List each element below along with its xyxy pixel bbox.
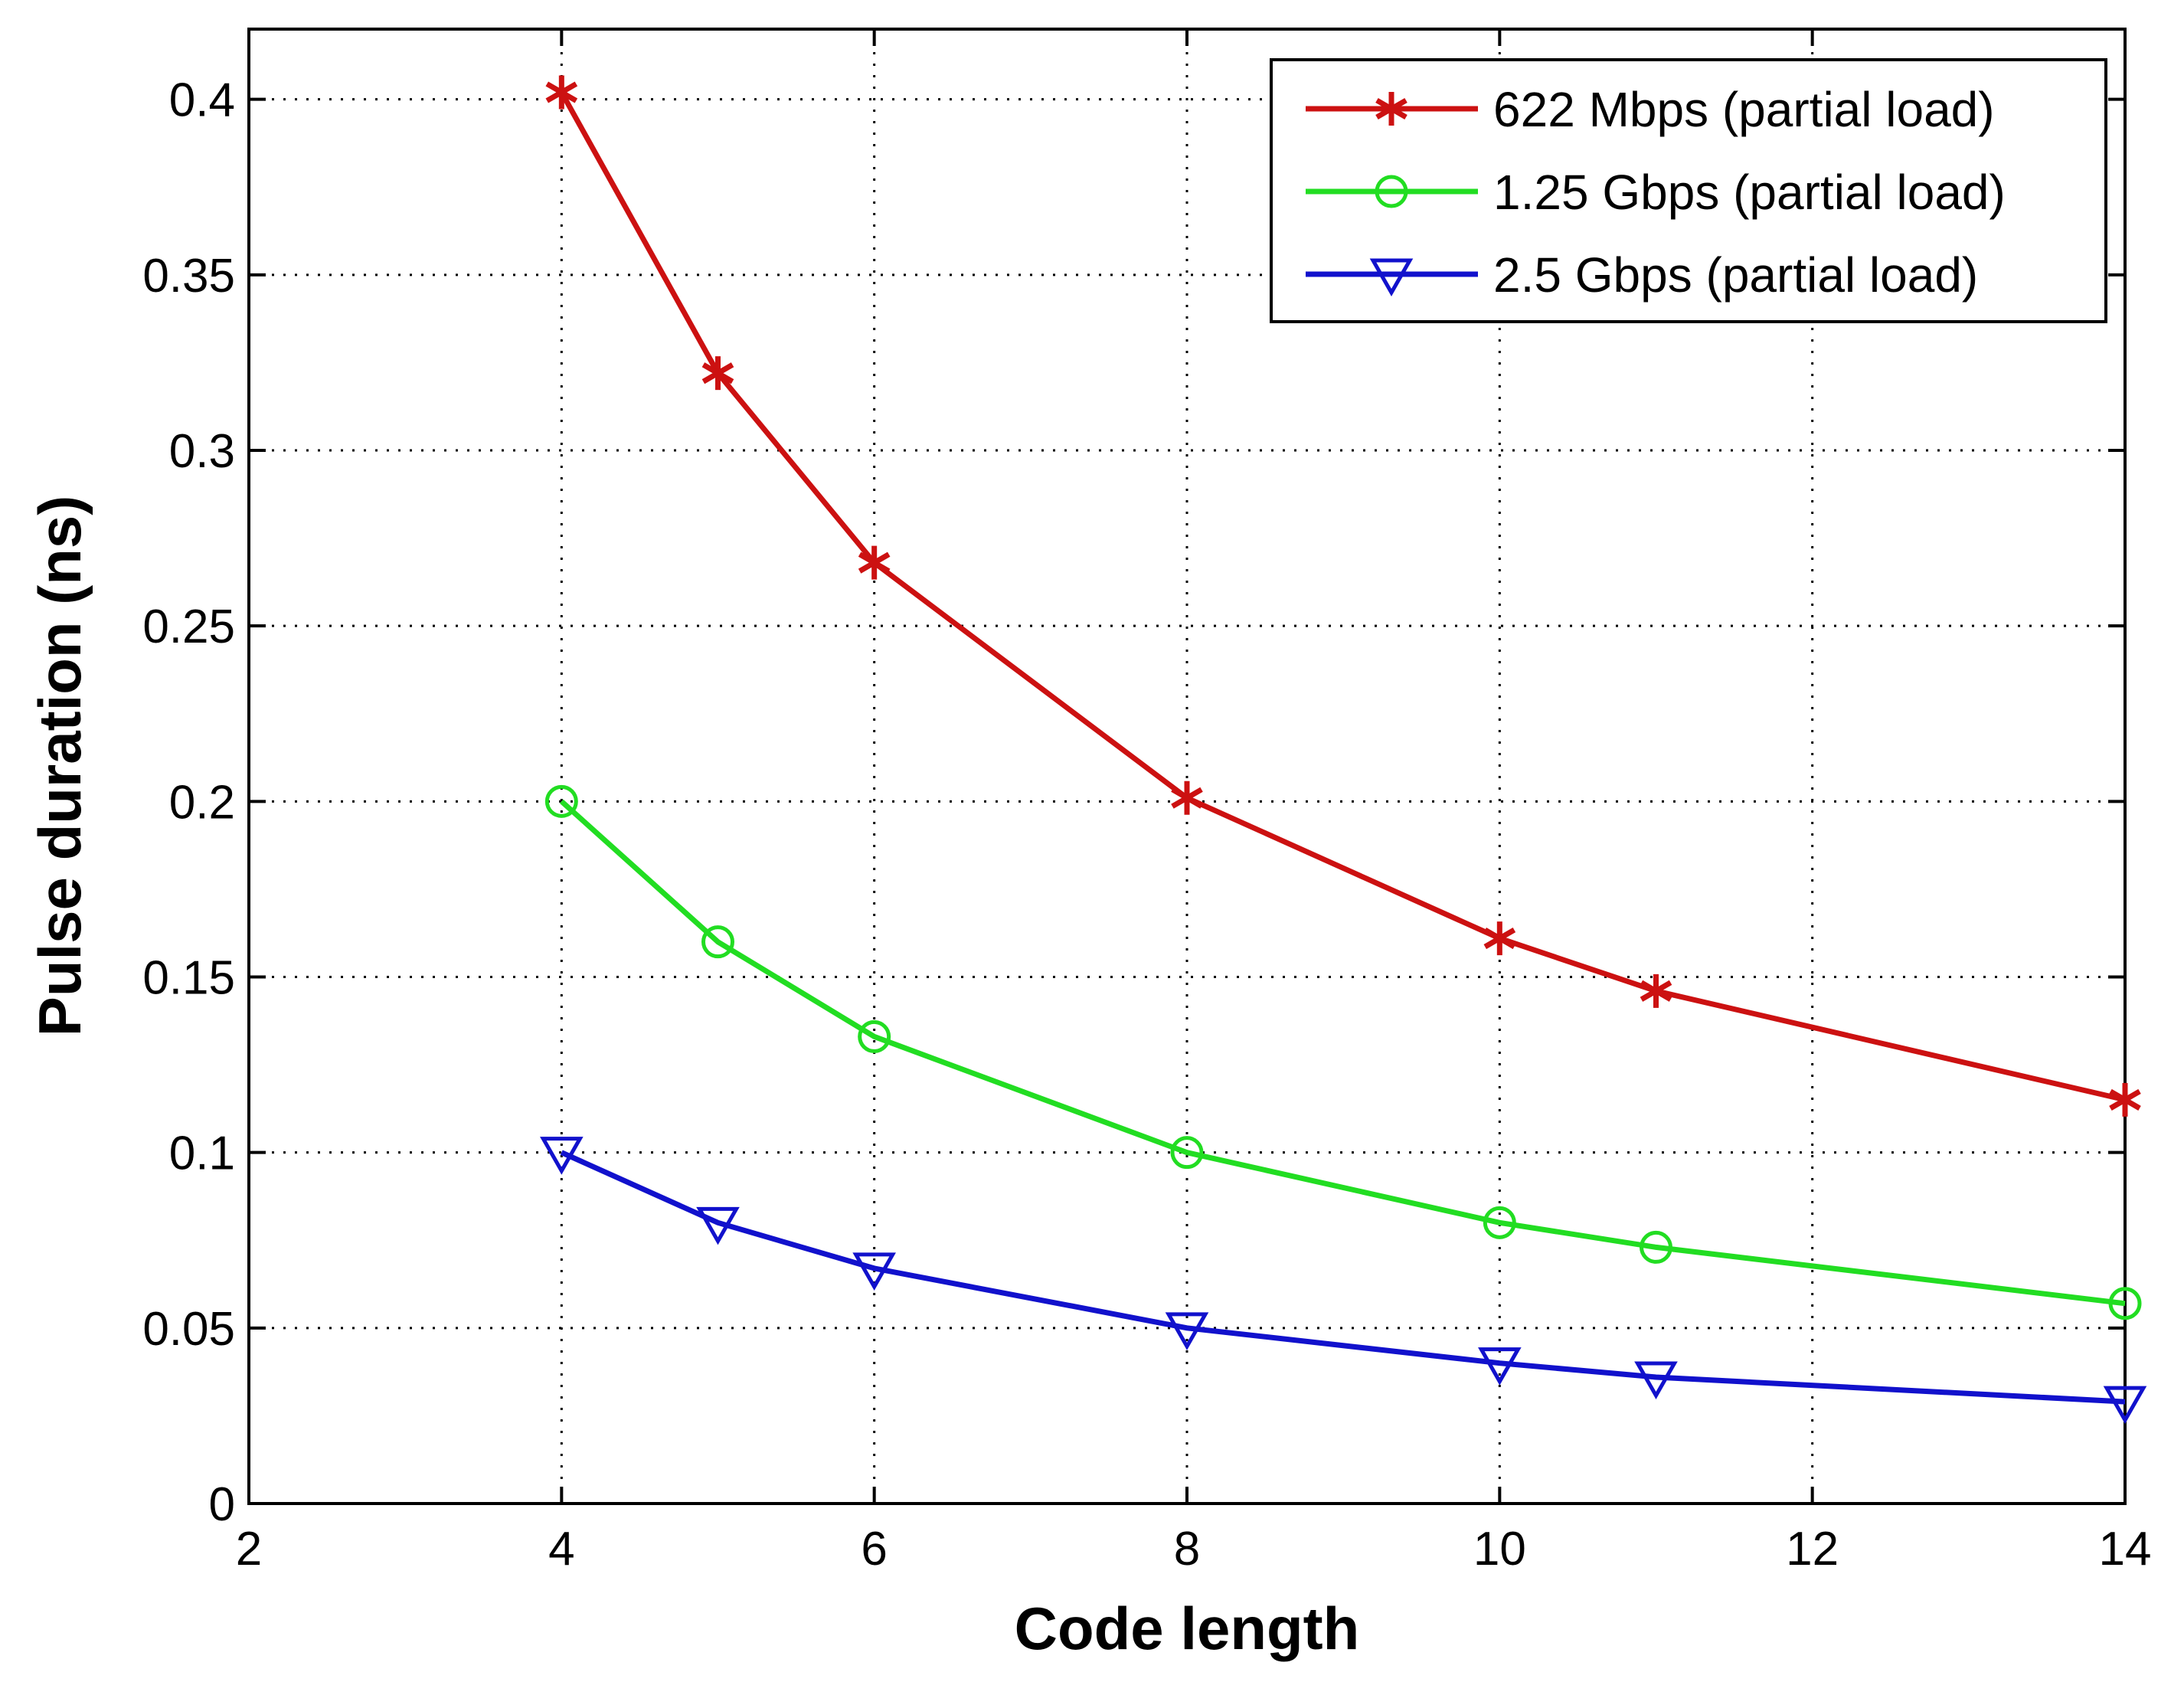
legend-label: 1.25 Gbps (partial load)	[1493, 165, 2006, 220]
legend-swatch-marker	[1375, 175, 1408, 208]
y-tick-label: 0.35	[142, 250, 235, 303]
data-point	[858, 1019, 891, 1053]
data-point	[1165, 1312, 1209, 1350]
data-point	[1640, 1230, 1672, 1264]
data-point	[545, 75, 578, 110]
x-tick-label: 12	[1786, 1523, 1839, 1576]
data-point	[1478, 1347, 1522, 1386]
data-point	[1170, 1136, 1204, 1170]
data-point	[544, 784, 578, 818]
y-tick-label: 0.4	[169, 74, 235, 127]
x-tick-label: 2	[236, 1523, 262, 1576]
y-tick-label: 0.05	[142, 1303, 235, 1356]
data-point	[2108, 1287, 2142, 1320]
y-axis-title: Pulse duration (ns)	[26, 496, 93, 1036]
data-point	[1171, 780, 1203, 815]
data-point	[540, 1137, 584, 1175]
series-3	[540, 1137, 2147, 1425]
data-series	[540, 75, 2147, 1425]
y-tick-label: 0.3	[169, 425, 235, 478]
series-line	[559, 799, 2126, 1307]
data-point	[1634, 1361, 1678, 1400]
data-point	[1483, 921, 1516, 956]
grid-lines	[249, 29, 2125, 1504]
legend-swatch-marker	[1369, 258, 1414, 297]
data-point	[1640, 974, 1672, 1008]
x-tick-label: 6	[861, 1523, 887, 1576]
y-tick-label: 0.2	[169, 776, 235, 829]
legend: 622 Mbps (partial load) 1.25 Gbps (partia…	[1270, 58, 2107, 323]
legend-label: 2.5 Gbps (partial load)	[1493, 247, 1978, 303]
axis-ticks: 2 4 6 8 10 12 14 0 0.05 0.1 0.15 0.2 0.25 0.3 0.35 0.4	[142, 29, 2151, 1576]
x-tick-label: 4	[548, 1523, 574, 1576]
legend-entry: 1.25 Gbps (partial load)	[1306, 165, 2006, 220]
data-point	[1483, 1206, 1516, 1239]
data-point	[2103, 1386, 2147, 1425]
data-point	[2109, 1082, 2141, 1117]
y-tick-label: 0.25	[142, 600, 235, 653]
data-point	[696, 1206, 740, 1245]
y-tick-label: 0.15	[142, 952, 235, 1005]
data-point	[701, 356, 734, 391]
series-2	[544, 784, 2142, 1320]
legend-label: 622 Mbps (partial load)	[1493, 82, 1995, 137]
y-tick-label: 0	[209, 1478, 235, 1531]
data-point	[701, 925, 734, 959]
y-tick-label: 0.1	[169, 1127, 235, 1180]
legend-entry: 2.5 Gbps (partial load)	[1306, 247, 1978, 303]
legend-swatch-marker	[1375, 92, 1408, 126]
series-line	[560, 1150, 2126, 1405]
x-tick-label: 8	[1174, 1523, 1200, 1576]
data-point	[858, 545, 891, 580]
series-1	[545, 75, 2141, 1117]
data-point	[852, 1252, 896, 1291]
x-tick-label: 14	[2099, 1523, 2152, 1576]
x-axis-title: Code length	[1015, 1595, 1360, 1662]
legend-entry: 622 Mbps (partial load)	[1306, 82, 1995, 137]
x-tick-label: 10	[1473, 1523, 1526, 1576]
